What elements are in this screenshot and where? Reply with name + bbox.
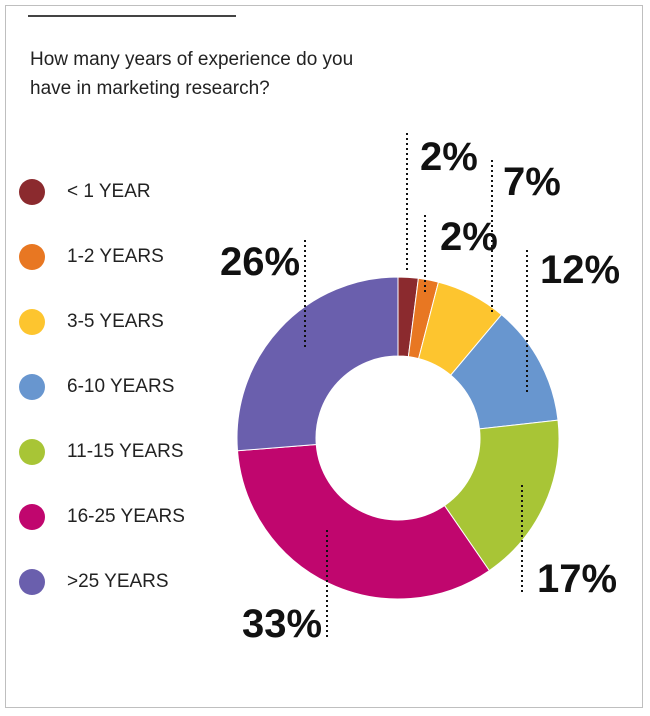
legend-label: 16-25 YEARS xyxy=(67,506,185,527)
legend-marker xyxy=(19,504,45,530)
value-label: 17% xyxy=(537,557,617,601)
slice xyxy=(236,443,490,600)
legend-marker xyxy=(19,309,45,335)
legend-marker xyxy=(19,244,45,270)
value-label: 2% xyxy=(420,135,478,179)
legend-label: 3-5 YEARS xyxy=(67,311,164,332)
legend-label: < 1 YEAR xyxy=(67,181,151,202)
chart-title: How many years of experience do you have… xyxy=(30,49,354,99)
legend-marker xyxy=(19,569,45,595)
slice xyxy=(236,276,399,452)
value-label: 26% xyxy=(220,240,300,284)
legend-label: 1-2 YEARS xyxy=(67,246,164,267)
value-label: 2% xyxy=(440,215,498,259)
value-label: 33% xyxy=(242,602,322,646)
legend-label: 11-15 YEARS xyxy=(67,441,184,462)
legend-label: >25 YEARS xyxy=(67,571,169,592)
legend-marker xyxy=(19,439,45,465)
slice xyxy=(443,419,560,572)
legend-label: 6-10 YEARS xyxy=(67,376,174,397)
legend-marker xyxy=(19,179,45,205)
legend-marker xyxy=(19,374,45,400)
frame xyxy=(5,5,643,708)
value-label: 12% xyxy=(540,248,620,292)
value-label: 7% xyxy=(503,160,561,204)
